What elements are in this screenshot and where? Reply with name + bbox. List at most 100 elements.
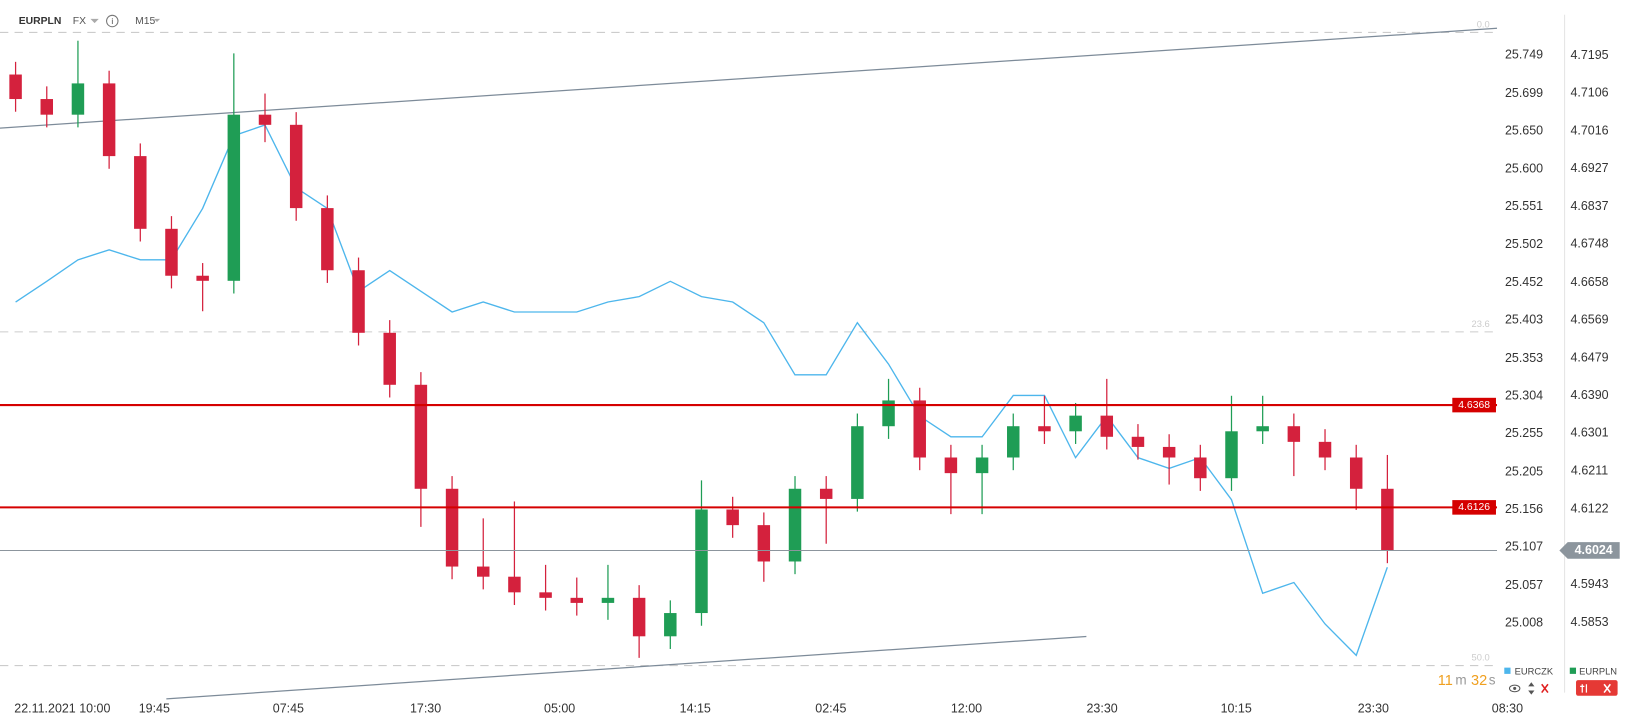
legend-swatch	[1504, 667, 1511, 674]
y-tick-label: 25.107	[1505, 540, 1543, 554]
y-tick-label: 25.008	[1505, 615, 1543, 629]
info-icon[interactable]	[106, 14, 119, 28]
y-tick-label: 25.057	[1505, 578, 1543, 592]
y2-tick-label: 4.6479	[1570, 350, 1608, 364]
candle-body	[944, 457, 958, 474]
x-tick-label: 23:30	[1087, 702, 1118, 716]
legend-swatch	[1569, 667, 1577, 674]
x-tick-label: 17:30	[410, 702, 441, 716]
candle-body	[1131, 436, 1145, 447]
candle-body	[196, 275, 209, 281]
current-price-label: 4.6024	[1575, 543, 1613, 557]
y-tick-label: 25.403	[1505, 313, 1543, 327]
interval-dropdown[interactable]	[153, 18, 161, 23]
x-tick-label: 22.11.2021 10:00	[14, 702, 110, 716]
candle-body	[102, 83, 116, 157]
y-tick-label: 25.255	[1505, 426, 1543, 440]
timer-seconds-unit: s	[1489, 673, 1496, 688]
candle-body	[258, 114, 272, 125]
candle-body	[1225, 431, 1238, 479]
y2-tick-label: 4.6211	[1571, 464, 1608, 478]
x-tick-label: 19:45	[139, 702, 170, 716]
trend-line	[166, 635, 1087, 700]
remove-icon[interactable]	[1541, 683, 1549, 694]
fib-label: 0.0	[1477, 20, 1490, 30]
candle-body	[134, 156, 147, 229]
x-tick-label: 23:30	[1358, 702, 1389, 716]
x-tick-label: 05:00	[544, 702, 575, 716]
x-tick-label: 02:45	[815, 702, 846, 716]
y2-tick-label: 4.7106	[1570, 85, 1608, 99]
candle-body	[570, 597, 584, 603]
interval[interactable]: M15	[135, 16, 155, 27]
candle-body	[227, 114, 241, 281]
candle-body	[1349, 457, 1363, 489]
y-tick-label: 25.600	[1505, 162, 1543, 176]
candle-body	[165, 228, 178, 276]
plot	[9, 40, 1394, 658]
candle-body	[383, 332, 396, 385]
candle-body	[757, 525, 771, 562]
eye-icon[interactable]	[1508, 684, 1521, 693]
y2-tick-label: 4.6301	[1570, 426, 1608, 440]
x-tick-label: 14:15	[680, 702, 711, 716]
y2-tick-label: 4.6927	[1570, 161, 1608, 175]
y2-tick-label: 4.7016	[1570, 123, 1608, 137]
candle-body	[1194, 457, 1207, 479]
candle-body	[726, 509, 739, 526]
trend-line	[0, 27, 1498, 129]
timer-seconds: 32	[1471, 673, 1487, 689]
y2-tick-label: 4.5853	[1570, 615, 1608, 629]
market-dropdown[interactable]	[90, 18, 99, 24]
candle-body	[1318, 441, 1332, 458]
candle-body	[1162, 446, 1176, 458]
candle-body	[1256, 426, 1269, 432]
y-tick-label: 25.304	[1505, 389, 1543, 403]
y2-tick-label: 4.6390	[1570, 388, 1608, 402]
candle-body	[851, 426, 864, 499]
info-glyph: i	[111, 16, 113, 26]
y-tick-label: 25.353	[1505, 351, 1543, 365]
candle-body	[71, 83, 85, 115]
legend-label: EURCZK	[1515, 666, 1554, 676]
y2-tick-label: 4.6837	[1570, 199, 1608, 213]
remove-icon[interactable]	[1603, 683, 1611, 694]
candle-body	[477, 566, 490, 577]
y-tick-label: 25.699	[1505, 86, 1543, 100]
x-tick-label: 07:45	[273, 702, 304, 716]
candle-body	[1069, 415, 1082, 432]
move-icon[interactable]	[1528, 682, 1535, 695]
y-tick-label: 25.749	[1505, 47, 1543, 61]
candle-body	[601, 597, 615, 603]
candle-body	[352, 270, 365, 333]
candle-body	[819, 488, 833, 499]
legend-label: EURPLN	[1579, 666, 1617, 676]
timer-minutes: 11	[1438, 673, 1453, 689]
x-tick-label: 10:15	[1221, 702, 1252, 716]
y2-tick-label: 4.6658	[1570, 275, 1608, 289]
x-tick-label: 12:00	[951, 702, 982, 716]
series-line	[15, 124, 1388, 657]
level-badge	[1452, 397, 1496, 413]
y2-tick-label: 4.6748	[1570, 237, 1608, 251]
symbol: EURPLN	[19, 16, 62, 27]
candle-body	[695, 509, 708, 614]
candle-body	[9, 74, 22, 100]
y-tick-label: 25.502	[1505, 237, 1543, 251]
x-tick-label: 08:30	[1492, 702, 1523, 716]
candle-body	[632, 597, 646, 637]
candle-body	[539, 592, 552, 598]
fib-label: 23.6	[1472, 319, 1490, 329]
y2-tick-label: 4.5943	[1570, 577, 1608, 591]
candle-body	[1007, 426, 1020, 458]
level-label: 4.6368	[1458, 400, 1490, 411]
fib-label: 50.0	[1472, 653, 1490, 663]
candle-body	[414, 384, 428, 489]
candle-icon	[1580, 684, 1588, 693]
candle-body	[1100, 415, 1114, 437]
y2-tick-label: 4.6569	[1570, 312, 1608, 326]
level-badge	[1452, 500, 1496, 515]
candle-body	[40, 99, 54, 115]
candle-body	[1381, 488, 1394, 551]
